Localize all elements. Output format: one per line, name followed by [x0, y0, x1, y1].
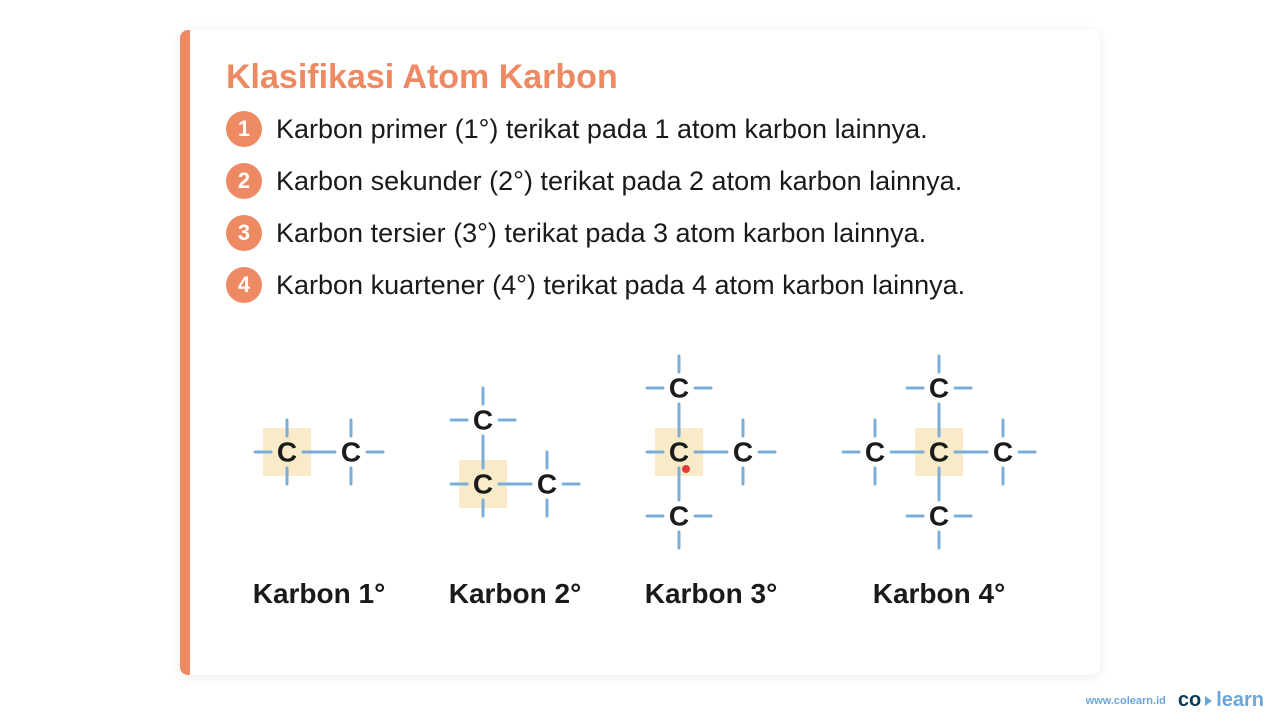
bullet-number: 2	[226, 163, 262, 199]
card-title: Klasifikasi Atom Karbon	[226, 58, 1064, 97]
list-item: 4 Karbon kuartener (4°) terikat pada 4 a…	[226, 267, 1064, 303]
bullet-number: 1	[226, 111, 262, 147]
atom-label: C	[929, 500, 949, 531]
list-item: 3 Karbon tersier (3°) terikat pada 3 ato…	[226, 215, 1064, 251]
diagram-block: C C C Karbon 2°	[439, 319, 591, 610]
content-card: Klasifikasi Atom Karbon 1 Karbon primer …	[180, 30, 1100, 675]
atom-label: C	[341, 436, 361, 467]
atom-label: C	[929, 372, 949, 403]
diagram-label: Karbon 4°	[873, 578, 1006, 610]
atom-diagram: C C C C	[635, 322, 787, 582]
atom-label: C	[669, 372, 689, 403]
list-item: 2 Karbon sekunder (2°) terikat pada 2 at…	[226, 163, 1064, 199]
brand-logo: co learn	[1178, 689, 1264, 712]
atom-label: C	[993, 436, 1013, 467]
atom-label: C	[473, 468, 493, 499]
atom-label: C	[669, 436, 689, 467]
bullet-number: 3	[226, 215, 262, 251]
diagram-block: C C C C C Karbon 4°	[831, 319, 1047, 610]
laser-pointer-icon	[682, 465, 690, 473]
atom-label: C	[473, 404, 493, 435]
diagram-block: C C C C Karbon 3°	[635, 319, 787, 610]
atom-label: C	[277, 436, 297, 467]
footer-url: www.colearn.id	[1086, 695, 1166, 707]
diagram-label: Karbon 2°	[449, 578, 582, 610]
atom-diagram: CC	[243, 322, 395, 582]
atom-diagram: C C C	[439, 322, 591, 582]
atom-label: C	[929, 436, 949, 467]
atom-label: C	[669, 500, 689, 531]
caret-right-icon	[1205, 696, 1212, 706]
diagram-label: Karbon 1°	[253, 578, 386, 610]
diagram-row: CCKarbon 1°CCCKarbon 2°CCCCKarbon 3°CCCC…	[226, 319, 1064, 610]
footer: www.colearn.id co learn	[1086, 689, 1264, 712]
logo-co: co	[1178, 689, 1201, 712]
item-text: Karbon sekunder (2°) terikat pada 2 atom…	[276, 166, 962, 197]
diagram-label: Karbon 3°	[645, 578, 778, 610]
bullet-number: 4	[226, 267, 262, 303]
atom-label: C	[537, 468, 557, 499]
diagram-block: CCKarbon 1°	[243, 319, 395, 610]
definition-list: 1 Karbon primer (1°) terikat pada 1 atom…	[226, 111, 1064, 303]
item-text: Karbon primer (1°) terikat pada 1 atom k…	[276, 114, 928, 145]
item-text: Karbon tersier (3°) terikat pada 3 atom …	[276, 218, 926, 249]
logo-learn: learn	[1216, 689, 1264, 712]
item-text: Karbon kuartener (4°) terikat pada 4 ato…	[276, 270, 965, 301]
list-item: 1 Karbon primer (1°) terikat pada 1 atom…	[226, 111, 1064, 147]
atom-label: C	[865, 436, 885, 467]
atom-diagram: C C C C C	[831, 322, 1047, 582]
atom-label: C	[733, 436, 753, 467]
